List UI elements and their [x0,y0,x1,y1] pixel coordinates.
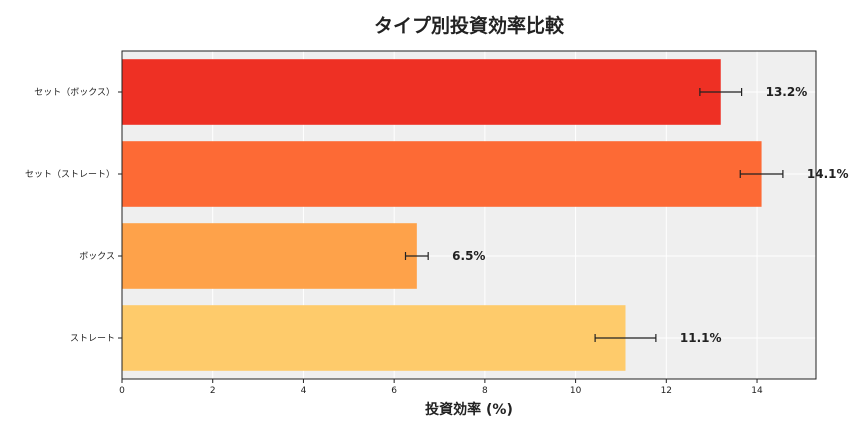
value-label: 6.5% [452,249,485,263]
error-bars [404,88,784,342]
value-label: 13.2% [766,85,808,99]
value-label: 11.1% [680,331,722,345]
bar [122,59,721,125]
x-tick-label: 10 [570,386,582,396]
x-tick-label: 8 [482,386,488,396]
x-axis-ticks: 0 2 4 6 8 10 12 14 [119,379,763,396]
bar [122,223,417,289]
bar [122,141,762,207]
y-tick-label: ボックス [79,251,115,262]
y-tick-label: セット（ボックス） [34,87,115,98]
y-tick-label: ストレート [70,334,115,344]
value-labels: 13.2% 14.1% 6.5% 11.1% [452,85,848,345]
x-tick-label: 14 [751,386,763,396]
value-label: 14.1% [807,167,849,181]
x-axis-label: 投資効率 (%) [425,401,513,418]
x-tick-label: 0 [119,386,125,396]
x-tick-label: 2 [210,386,216,396]
bars [122,59,762,371]
x-tick-label: 6 [391,386,397,396]
x-tick-label: 12 [661,386,672,396]
plot-frame [121,50,817,380]
x-tick-label: 4 [301,386,307,396]
bar [122,305,626,371]
y-tick-label: セット（ストレート） [25,169,115,180]
chart-title: タイプ別投資効率比較 [374,14,565,37]
